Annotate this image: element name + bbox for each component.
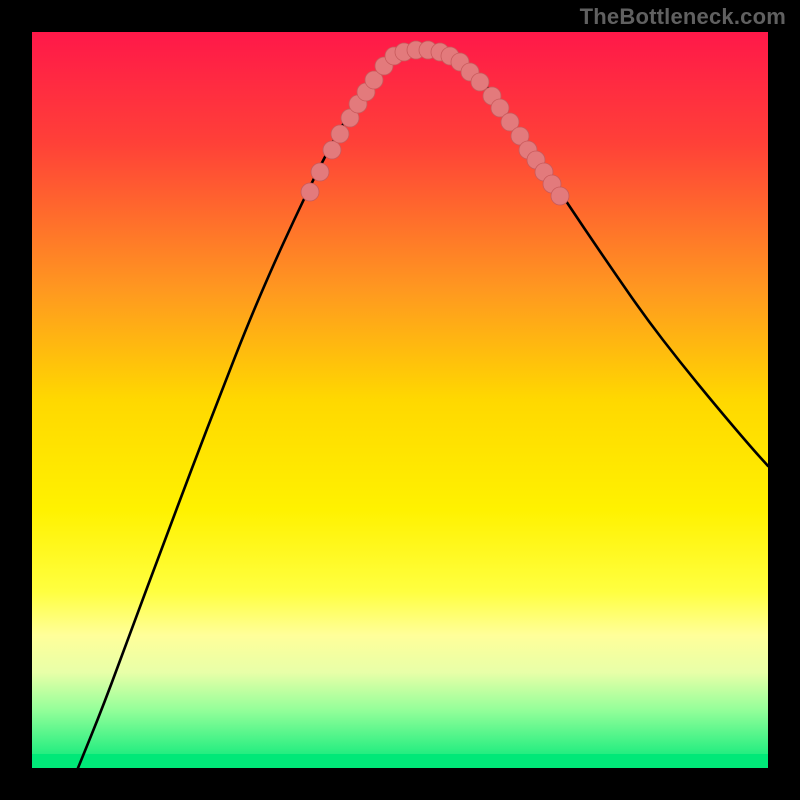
data-marker [311,163,329,181]
data-marker [551,187,569,205]
chart-svg [0,0,800,800]
data-marker [331,125,349,143]
data-marker [301,183,319,201]
data-marker [323,141,341,159]
plot-background [32,32,768,768]
data-marker [471,73,489,91]
bottom-band [32,754,768,768]
figure-root: TheBottleneck.com [0,0,800,800]
